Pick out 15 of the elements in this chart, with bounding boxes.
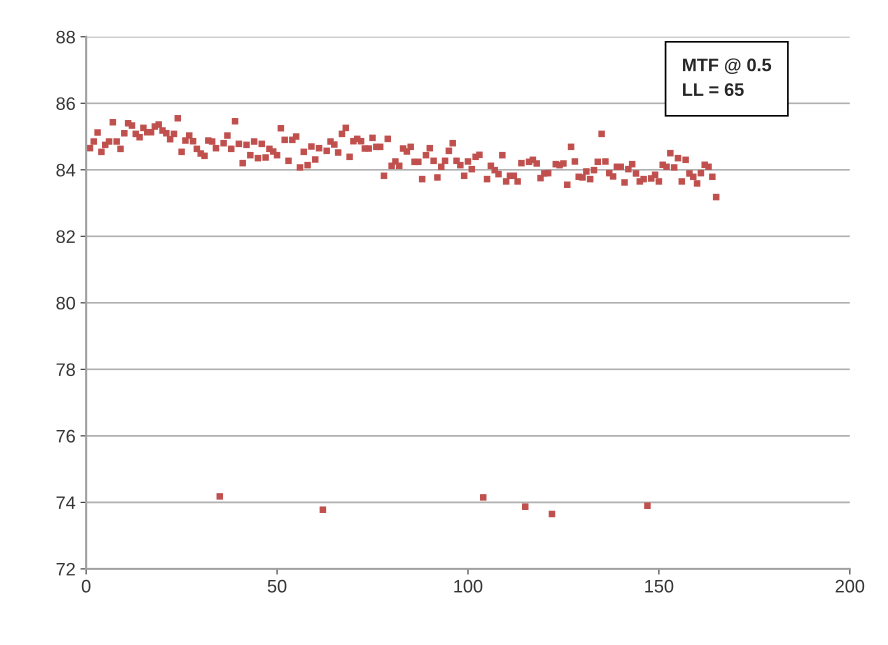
y-tick-label: 82 bbox=[56, 230, 75, 244]
x-tick-label: 0 bbox=[82, 580, 90, 593]
x-tick-label: 150 bbox=[645, 580, 674, 593]
y-tick-label: 80 bbox=[56, 296, 76, 310]
y-tick-label: 86 bbox=[56, 97, 75, 110]
annotation: MTF @ 0.5 LL = 65 bbox=[683, 58, 772, 96]
y-tick-label: 84 bbox=[56, 164, 76, 177]
y-tick-label: 88 bbox=[56, 30, 75, 44]
x-tick-label: 200 bbox=[836, 580, 864, 593]
y-tick-label: 78 bbox=[56, 363, 75, 376]
y-tick-label: 76 bbox=[56, 430, 75, 443]
y-tick-label: 74 bbox=[56, 496, 76, 509]
x-tick-label: 50 bbox=[268, 580, 286, 593]
x-tick-label: 100 bbox=[454, 580, 482, 593]
y-tick-label: 72 bbox=[56, 562, 75, 576]
